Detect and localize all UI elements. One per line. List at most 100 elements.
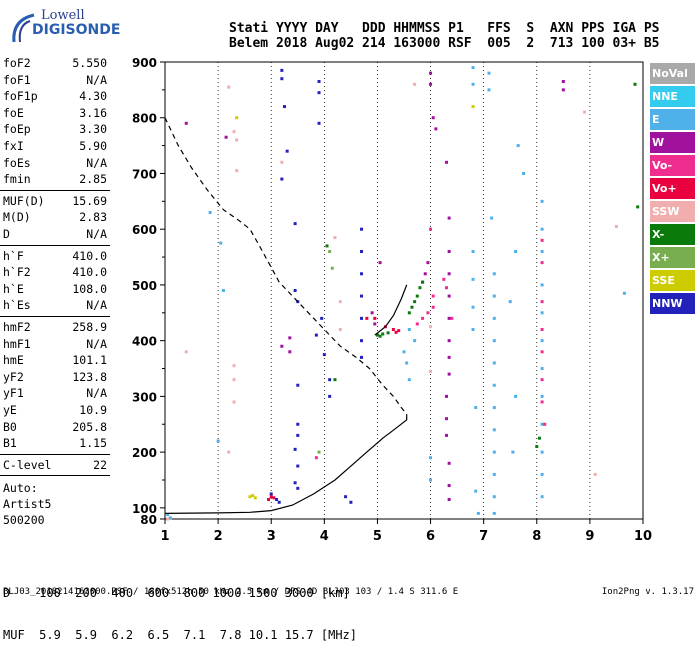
echo-point-voplus — [373, 316, 377, 320]
echo-point-e — [492, 339, 496, 343]
param-label: hmF1 — [3, 336, 31, 351]
echo-point-vominus — [314, 456, 318, 460]
x-tick-label: 8 — [532, 529, 541, 544]
echo-point-xminus — [375, 333, 379, 337]
auto-label: Auto: — [3, 481, 38, 495]
x-tick-label: 2 — [214, 529, 223, 544]
param-label: yF2 — [3, 369, 24, 384]
echo-point-nnw — [280, 77, 284, 81]
echo-point-e — [492, 428, 496, 432]
echo-point-nnw — [322, 353, 326, 357]
param-label: foF1p — [3, 89, 38, 104]
param-value: 101.1 — [72, 353, 107, 368]
echo-point-voplus — [365, 316, 369, 320]
echo-point-e — [492, 406, 496, 410]
param-value: 123.8 — [72, 369, 107, 384]
param-row-hme: hmE 101.1 — [3, 353, 107, 369]
echo-point-e — [492, 316, 496, 320]
echo-point-ssw — [429, 369, 433, 373]
param-label: fxI — [3, 139, 24, 153]
echo-point-nnw — [328, 394, 332, 398]
echo-point-nnw — [360, 272, 364, 276]
legend-item-voplus: Vo+ — [650, 178, 695, 199]
param-value: 5.550 — [72, 56, 107, 70]
echo-point-xminus — [537, 436, 541, 440]
echo-point-e — [471, 277, 475, 281]
echo-point-e — [540, 227, 544, 231]
param-separator — [0, 475, 110, 477]
header-line-labels: Stati YYYY DAY DDD HHMMSS P1 FFS S AXN P… — [229, 21, 660, 36]
echo-point-nnw — [275, 497, 279, 501]
echo-point-ssw — [232, 130, 236, 134]
echo-point-vominus — [431, 305, 435, 309]
muf-distance-table: D 100 200 400 600 800 1000 1500 3000 [km… — [3, 558, 357, 656]
param-label: C-level — [3, 457, 52, 472]
param-value: 5.90 — [79, 139, 107, 153]
echo-point-e — [540, 450, 544, 454]
param-label: D — [3, 227, 10, 241]
y-tick-label: 500 — [132, 279, 157, 293]
param-separator — [0, 453, 110, 455]
echo-point-e — [429, 478, 433, 482]
echo-point-w — [447, 372, 451, 376]
param-row-hmf1: hmF1 N/A — [3, 337, 107, 353]
param-label: h`F — [3, 248, 24, 263]
echo-point-e — [166, 513, 170, 517]
echo-point-e — [487, 71, 491, 75]
echo-point-nnw — [317, 121, 321, 125]
echo-point-sse — [235, 116, 239, 120]
y-tick-label: 600 — [132, 223, 157, 237]
echo-point-ssw — [280, 160, 284, 164]
trace-curve — [164, 414, 408, 514]
echo-point-e — [471, 305, 475, 309]
param-row-clevel: C-level 22 — [3, 458, 107, 474]
station-header: Stati YYYY DAY DDD HHMMSS P1 FFS S AXN P… — [229, 21, 659, 51]
echo-point-vominus — [540, 328, 544, 332]
param-value: 258.9 — [72, 320, 107, 334]
param-separator — [0, 189, 110, 191]
logo-arc-icon — [12, 13, 35, 43]
param-value: 4.30 — [79, 89, 107, 104]
echo-point-e — [474, 406, 478, 410]
echo-point-ssw — [235, 138, 239, 142]
echo-point-w — [447, 461, 451, 465]
echo-point-vominus — [540, 378, 544, 382]
legend-item-e: E — [650, 109, 695, 130]
echo-point-w — [561, 88, 565, 92]
echo-point-vominus — [540, 300, 544, 304]
echo-point-e — [540, 339, 544, 343]
echo-point-vominus — [431, 294, 435, 298]
echo-point-e — [208, 210, 212, 214]
x-tick-label: 5 — [373, 529, 382, 544]
echo-point-e — [413, 339, 417, 343]
electron-density-profile — [164, 117, 408, 415]
echo-point-e — [492, 272, 496, 276]
echo-point-xminus — [413, 300, 417, 304]
echo-point-w — [373, 322, 377, 326]
echo-point-xminus — [386, 331, 390, 335]
param-row-hf2: h`F2 410.0 — [3, 265, 107, 281]
echo-point-sse — [248, 495, 252, 499]
echo-point-vominus — [421, 316, 425, 320]
echo-point-xminus — [407, 311, 411, 315]
echo-point-nnw — [293, 289, 297, 292]
x-tick-label: 3 — [267, 529, 276, 544]
echo-point-nnw — [277, 500, 281, 504]
echo-point-w — [280, 344, 284, 348]
param-label: B1 — [3, 436, 17, 451]
echo-point-e — [522, 171, 525, 175]
echo-point-ssw — [166, 517, 170, 521]
echo-point-xminus — [333, 378, 337, 382]
param-value: N/A — [86, 298, 107, 313]
echo-point-voplus — [391, 328, 395, 332]
echo-point-ssw — [593, 472, 597, 476]
echo-point-vominus — [442, 277, 446, 281]
echo-point-nnw — [280, 177, 284, 181]
echo-point-e — [540, 311, 544, 315]
param-value: N/A — [86, 155, 107, 170]
echo-point-xminus — [421, 280, 425, 284]
echo-point-e — [405, 361, 409, 365]
echo-point-nnw — [328, 378, 332, 382]
echo-point-nnw — [360, 355, 364, 359]
y-tick-label: 100 — [132, 502, 157, 516]
